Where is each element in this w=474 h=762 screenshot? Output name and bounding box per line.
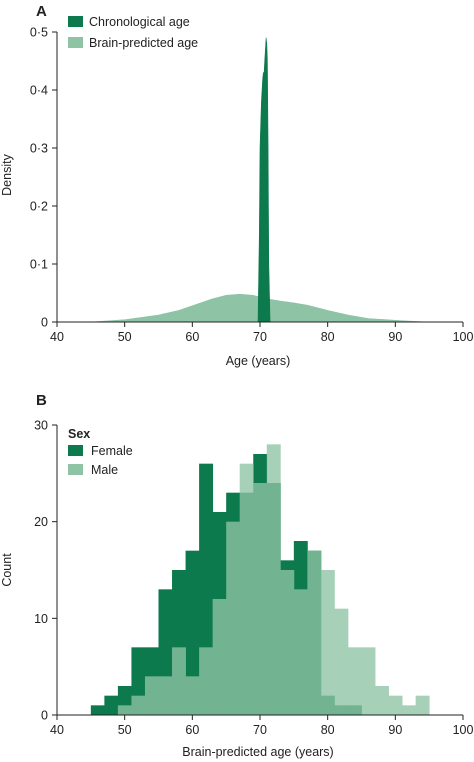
panel-a-y-tick-label: 0·4 [30, 84, 48, 98]
legend-label-brain-predicted-age: Brain-predicted age [89, 36, 198, 50]
bar-male [199, 647, 214, 715]
bar-female [185, 550, 200, 715]
panel-a-y-tick-label: 0 [41, 316, 48, 330]
legend-label-chronological-age: Chronological age [89, 15, 190, 29]
panel-a-legend: Chronological age Brain-predicted age [68, 15, 198, 50]
panel-b-y-tick-label: 0 [41, 709, 48, 723]
bar-male [280, 570, 295, 715]
bar-male [375, 686, 389, 715]
bar-male [347, 647, 362, 715]
density-area-chronological-age [257, 37, 271, 323]
bar-male [402, 705, 417, 715]
legend-swatch-chronological-age [68, 16, 83, 27]
panel-b-x-tick-label: 60 [185, 723, 199, 737]
panel-b-y-tick-label: 30 [34, 419, 48, 433]
bar-male [172, 647, 186, 715]
panel-b: B 40 50 60 70 80 90 100 0 10 20 30 Brain-predicted… [0, 392, 473, 759]
bar-male [144, 676, 159, 715]
bar-male [293, 589, 308, 715]
bar-male [239, 463, 254, 715]
bar-male [158, 676, 173, 715]
panel-a-x-axis-label: Age (years) [226, 354, 291, 368]
panel-a-plot-area [90, 37, 430, 323]
bar-male [320, 570, 335, 715]
bar-male [253, 483, 268, 715]
panel-a-y-tick-label: 0·1 [30, 258, 48, 272]
bar-male [185, 676, 200, 715]
legend-label-female: Female [91, 444, 133, 458]
bar-male [117, 705, 132, 715]
panel-b-y-tick-label: 10 [34, 612, 48, 626]
bar-male [131, 695, 146, 715]
bar-male [388, 695, 403, 715]
panel-b-x-tick-label: 100 [453, 723, 474, 737]
bar-male [212, 599, 227, 715]
panel-a-label: A [36, 3, 47, 20]
panel-b-y-tick-label: 20 [34, 515, 48, 529]
panel-b-axes: 40 50 60 70 80 90 100 0 10 20 30 [34, 419, 473, 738]
panel-a-y-tick-label: 0·2 [30, 200, 48, 214]
legend-swatch-male [68, 464, 83, 475]
panel-b-x-tick-label: 40 [50, 723, 64, 737]
bar-male [266, 444, 281, 715]
panel-b-y-axis-label: Count [0, 553, 14, 587]
panel-a-x-tick-label: 70 [253, 330, 267, 344]
panel-b-x-tick-label: 70 [253, 723, 267, 737]
legend-title: Sex [68, 427, 90, 441]
bar-female [90, 705, 105, 715]
panel-a-x-tick-label: 40 [50, 330, 64, 344]
legend-swatch-brain-predicted-age [68, 37, 83, 48]
panel-b-plot-area [90, 444, 430, 715]
panel-a: A 40 50 60 70 80 90 100 0 0·1 0·2 0·3 0·4 0·5 Age (y… [0, 3, 473, 368]
legend-swatch-female [68, 445, 83, 456]
panel-a-x-tick-label: 100 [453, 330, 474, 344]
legend-label-male: Male [91, 463, 118, 477]
panel-b-x-tick-label: 90 [388, 723, 402, 737]
panel-a-y-axis-label: Density [0, 153, 14, 195]
panel-b-x-tick-label: 80 [321, 723, 335, 737]
panel-a-y-tick-label: 0·5 [30, 26, 48, 40]
bar-female [104, 695, 119, 715]
panel-a-x-tick-label: 90 [388, 330, 402, 344]
panel-a-x-tick-label: 80 [321, 330, 335, 344]
panel-a-x-tick-label: 60 [185, 330, 199, 344]
bar-male [307, 550, 322, 715]
panel-b-x-axis-label: Brain-predicted age (years) [182, 745, 333, 759]
bar-male [361, 647, 376, 715]
bar-male [415, 695, 430, 715]
histogram-male [117, 444, 430, 715]
panel-a-axes: 40 50 60 70 80 90 100 0 0·1 0·2 0·3 0·4 0·5 [30, 26, 474, 345]
bar-male [226, 521, 241, 715]
bar-male [334, 608, 349, 715]
panel-a-x-tick-label: 50 [118, 330, 132, 344]
panel-a-y-tick-label: 0·3 [30, 142, 48, 156]
panel-b-x-tick-label: 50 [118, 723, 132, 737]
panel-b-label: B [36, 392, 47, 409]
